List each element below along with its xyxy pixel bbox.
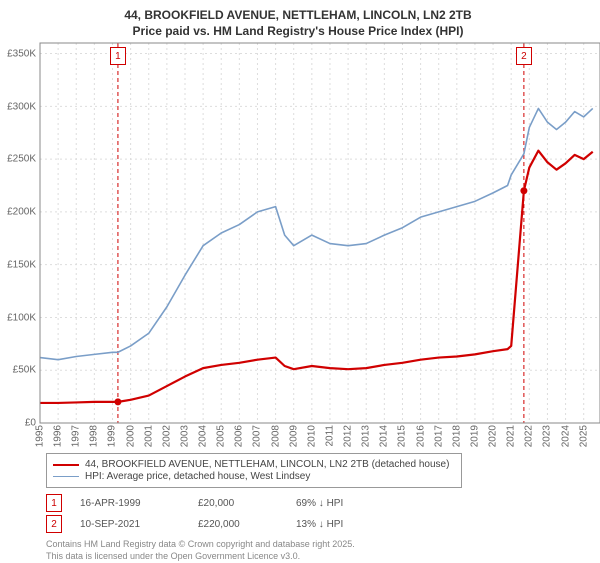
legend-row: 44, BROOKFIELD AVENUE, NETTLEHAM, LINCOL… <box>53 459 455 470</box>
x-tick-label: 2020 <box>488 425 499 447</box>
title-line-1: 44, BROOKFIELD AVENUE, NETTLEHAM, LINCOL… <box>6 8 590 24</box>
legend-label: 44, BROOKFIELD AVENUE, NETTLEHAM, LINCOL… <box>85 459 449 470</box>
x-tick-label: 2000 <box>125 425 136 447</box>
footer-line-1: Contains HM Land Registry data © Crown c… <box>46 539 590 551</box>
x-tick-label: 2015 <box>397 425 408 447</box>
x-tick-label: 2001 <box>143 425 154 447</box>
chart-title: 44, BROOKFIELD AVENUE, NETTLEHAM, LINCOL… <box>6 8 590 39</box>
y-tick-label: £300K <box>7 101 36 112</box>
x-tick-label: 2014 <box>379 425 390 447</box>
x-tick-label: 2017 <box>433 425 444 447</box>
footer-attribution: Contains HM Land Registry data © Crown c… <box>46 539 590 562</box>
y-tick-label: £350K <box>7 48 36 59</box>
x-tick-label: 1996 <box>53 425 64 447</box>
x-tick-label: 2012 <box>343 425 354 447</box>
event-price: £20,000 <box>198 498 278 509</box>
x-tick-label: 2004 <box>198 425 209 447</box>
event-row: 1 16-APR-1999 £20,000 69% ↓ HPI <box>46 494 590 512</box>
x-tick-label: 2006 <box>234 425 245 447</box>
y-tick-label: £200K <box>7 207 36 218</box>
event-delta: 13% ↓ HPI <box>296 519 343 530</box>
x-tick-label: 2011 <box>324 425 335 447</box>
y-tick-label: £250K <box>7 154 36 165</box>
event-marker-badge: 1 <box>110 47 126 65</box>
x-tick-label: 2019 <box>469 425 480 447</box>
x-tick-label: 2002 <box>161 425 172 447</box>
y-tick-label: £50K <box>13 365 36 376</box>
plot-area: £0£50K£100K£150K£200K£250K£300K£350K1995… <box>40 43 600 423</box>
x-tick-label: 2021 <box>506 425 517 447</box>
event-date: 10-SEP-2021 <box>80 519 180 530</box>
x-tick-label: 2018 <box>451 425 462 447</box>
y-tick-label: £150K <box>7 259 36 270</box>
x-tick-label: 2009 <box>288 425 299 447</box>
x-tick-label: 1997 <box>71 425 82 447</box>
x-tick-label: 2023 <box>542 425 553 447</box>
legend-row: HPI: Average price, detached house, West… <box>53 471 455 482</box>
title-line-2: Price paid vs. HM Land Registry's House … <box>6 24 590 40</box>
event-delta: 69% ↓ HPI <box>296 498 343 509</box>
x-tick-label: 1995 <box>35 425 46 447</box>
legend-swatch <box>53 476 79 477</box>
event-marker-badge: 2 <box>516 47 532 65</box>
x-tick-label: 2003 <box>179 425 190 447</box>
event-price: £220,000 <box>198 519 278 530</box>
x-tick-label: 2013 <box>361 425 372 447</box>
footer-line-2: This data is licensed under the Open Gov… <box>46 551 590 563</box>
y-tick-label: £100K <box>7 312 36 323</box>
x-tick-label: 1998 <box>89 425 100 447</box>
legend-swatch <box>53 464 79 466</box>
event-badge: 2 <box>46 515 62 533</box>
x-tick-label: 2010 <box>306 425 317 447</box>
event-badge: 1 <box>46 494 62 512</box>
x-tick-label: 2024 <box>560 425 571 447</box>
x-tick-label: 2007 <box>252 425 263 447</box>
x-tick-label: 2016 <box>415 425 426 447</box>
x-tick-label: 2008 <box>270 425 281 447</box>
x-tick-label: 2025 <box>578 425 589 447</box>
chart-container: 44, BROOKFIELD AVENUE, NETTLEHAM, LINCOL… <box>0 0 600 560</box>
x-tick-label: 2005 <box>216 425 227 447</box>
plot-svg <box>40 43 600 423</box>
event-row: 2 10-SEP-2021 £220,000 13% ↓ HPI <box>46 515 590 533</box>
legend-label: HPI: Average price, detached house, West… <box>85 471 310 482</box>
legend-box: 44, BROOKFIELD AVENUE, NETTLEHAM, LINCOL… <box>46 453 462 488</box>
x-tick-label: 2022 <box>524 425 535 447</box>
x-tick-label: 1999 <box>107 425 118 447</box>
event-table: 1 16-APR-1999 £20,000 69% ↓ HPI 2 10-SEP-2021… <box>46 494 590 533</box>
event-date: 16-APR-1999 <box>80 498 180 509</box>
